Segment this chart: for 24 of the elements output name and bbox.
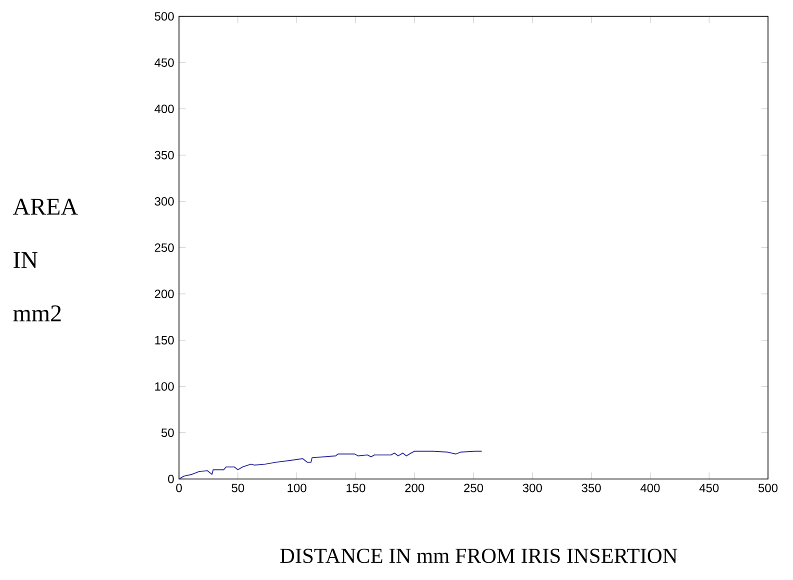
x-tick-label: 50: [232, 484, 244, 492]
x-tick-label: 250: [464, 484, 484, 492]
y-tick-label: 100: [155, 382, 174, 391]
x-tick-label: 400: [640, 484, 660, 492]
x-axis-title: DISTANCE IN mm FROM IRIS INSERTION: [280, 548, 678, 564]
x-tick-label: 100: [288, 484, 306, 492]
y-tick-label: 0: [168, 474, 174, 484]
y-tick-label: 400: [154, 104, 174, 114]
x-tick-label: 450: [699, 484, 719, 492]
x-tick-label: 200: [405, 484, 424, 492]
y-tick-label: 200: [154, 290, 174, 298]
x-tick-label: 0: [176, 484, 182, 492]
y-tick-label: 450: [154, 58, 174, 67]
y-tick-label: 250: [154, 243, 174, 252]
y-tick-label: 50: [161, 428, 174, 437]
y-tick-label: 350: [154, 150, 174, 160]
x-tick-label: 500: [758, 484, 778, 492]
y-tick-label: 500: [154, 12, 174, 21]
x-tick-label: 150: [346, 484, 366, 492]
y-tick-label: 150: [155, 336, 174, 344]
x-tick-label: 350: [582, 484, 601, 492]
y-tick-label: 300: [154, 197, 174, 206]
text: AREA IN mm2: [12, 198, 78, 322]
x-tick-label: 300: [522, 484, 542, 492]
